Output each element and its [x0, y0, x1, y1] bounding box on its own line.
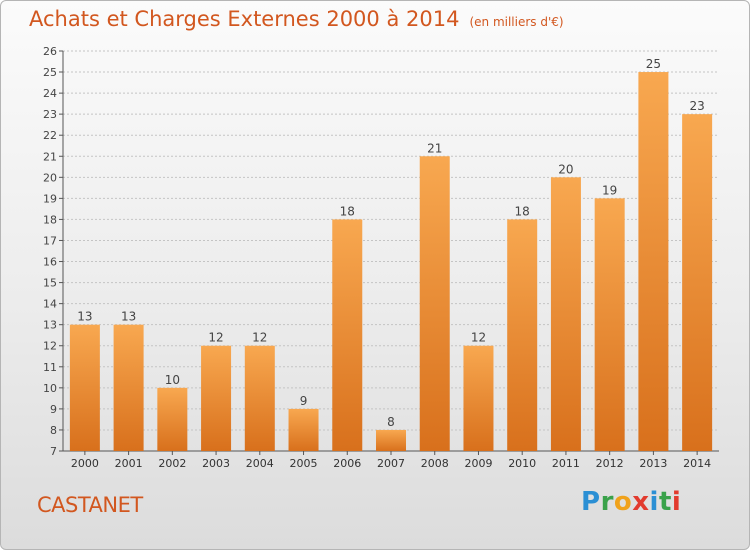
x-tick-label: 2005	[290, 457, 318, 470]
bar	[550, 177, 581, 451]
bar	[594, 198, 625, 451]
y-tick-label: 10	[43, 382, 57, 395]
bar-value-label: 13	[121, 310, 136, 324]
bar	[113, 324, 144, 451]
logo-letter: i	[649, 487, 659, 517]
bar	[157, 387, 188, 451]
x-tick-label: 2009	[464, 457, 492, 470]
x-tick-label: 2004	[246, 457, 274, 470]
y-tick-label: 9	[50, 403, 57, 416]
x-tick-label: 2007	[377, 457, 405, 470]
y-tick-label: 16	[43, 256, 57, 269]
bar	[682, 114, 713, 451]
bar-value-label: 18	[340, 204, 355, 218]
bar	[419, 156, 450, 451]
bar	[244, 345, 275, 451]
chart-title-text: Achats et Charges Externes 2000 à 2014	[29, 7, 460, 31]
bar-value-label: 12	[252, 331, 267, 345]
commune-name: CASTANET	[37, 493, 143, 517]
bar-value-label: 18	[515, 204, 530, 218]
x-tick-label: 2013	[639, 457, 667, 470]
y-tick-label: 21	[43, 150, 57, 163]
x-tick-label: 2010	[508, 457, 536, 470]
y-tick-label: 22	[43, 129, 57, 142]
y-tick-label: 17	[43, 234, 57, 247]
bar-value-label: 20	[558, 162, 573, 176]
bar-value-label: 10	[165, 373, 180, 387]
y-tick-label: 18	[43, 213, 57, 226]
bar	[201, 345, 232, 451]
chart-title: Achats et Charges Externes 2000 à 2014 (e…	[29, 7, 564, 31]
y-tick-label: 14	[43, 298, 57, 311]
x-tick-label: 2000	[71, 457, 99, 470]
bar-value-label: 12	[471, 331, 486, 345]
y-tick-label: 20	[43, 171, 57, 184]
chart-subtitle: (en milliers d'€)	[469, 15, 564, 29]
x-tick-label: 2003	[202, 457, 230, 470]
logo-letter: r	[600, 487, 614, 517]
bar-value-label: 8	[387, 415, 395, 429]
bar-value-label: 13	[77, 310, 92, 324]
y-tick-label: 19	[43, 192, 57, 205]
bar-value-label: 19	[602, 183, 617, 197]
x-tick-label: 2001	[115, 457, 143, 470]
logo-letter: P	[581, 487, 601, 517]
bar-value-label: 25	[646, 57, 661, 71]
y-tick-label: 15	[43, 277, 57, 290]
logo-letter: i	[671, 487, 682, 517]
y-tick-label: 23	[43, 108, 57, 121]
y-tick-label: 7	[50, 445, 57, 458]
y-tick-label: 26	[43, 45, 57, 58]
logo-letter: x	[632, 487, 650, 517]
bar	[376, 429, 406, 451]
y-tick-label: 11	[43, 361, 57, 374]
bar	[288, 408, 319, 451]
bar-value-label: 21	[427, 141, 442, 155]
bar	[638, 72, 669, 451]
y-tick-label: 24	[43, 87, 57, 100]
bar-value-label: 9	[300, 394, 308, 408]
x-tick-label: 2008	[421, 457, 449, 470]
y-tick-label: 12	[43, 340, 57, 353]
bar	[507, 219, 538, 451]
proxiti-logo: Proxiti	[581, 487, 681, 517]
x-tick-label: 2002	[158, 457, 186, 470]
x-tick-label: 2012	[596, 457, 624, 470]
x-tick-label: 2006	[333, 457, 361, 470]
bar-value-label: 12	[208, 331, 223, 345]
y-tick-label: 25	[43, 66, 57, 79]
bar	[69, 324, 100, 451]
x-tick-label: 2011	[552, 457, 580, 470]
bar	[463, 345, 494, 451]
logo-letter: o	[613, 487, 633, 517]
y-tick-label: 8	[50, 424, 57, 437]
bar	[332, 219, 363, 451]
x-tick-label: 2014	[683, 457, 711, 470]
logo-letter: t	[658, 487, 672, 517]
bar-value-label: 23	[689, 99, 704, 113]
y-tick-label: 13	[43, 319, 57, 332]
